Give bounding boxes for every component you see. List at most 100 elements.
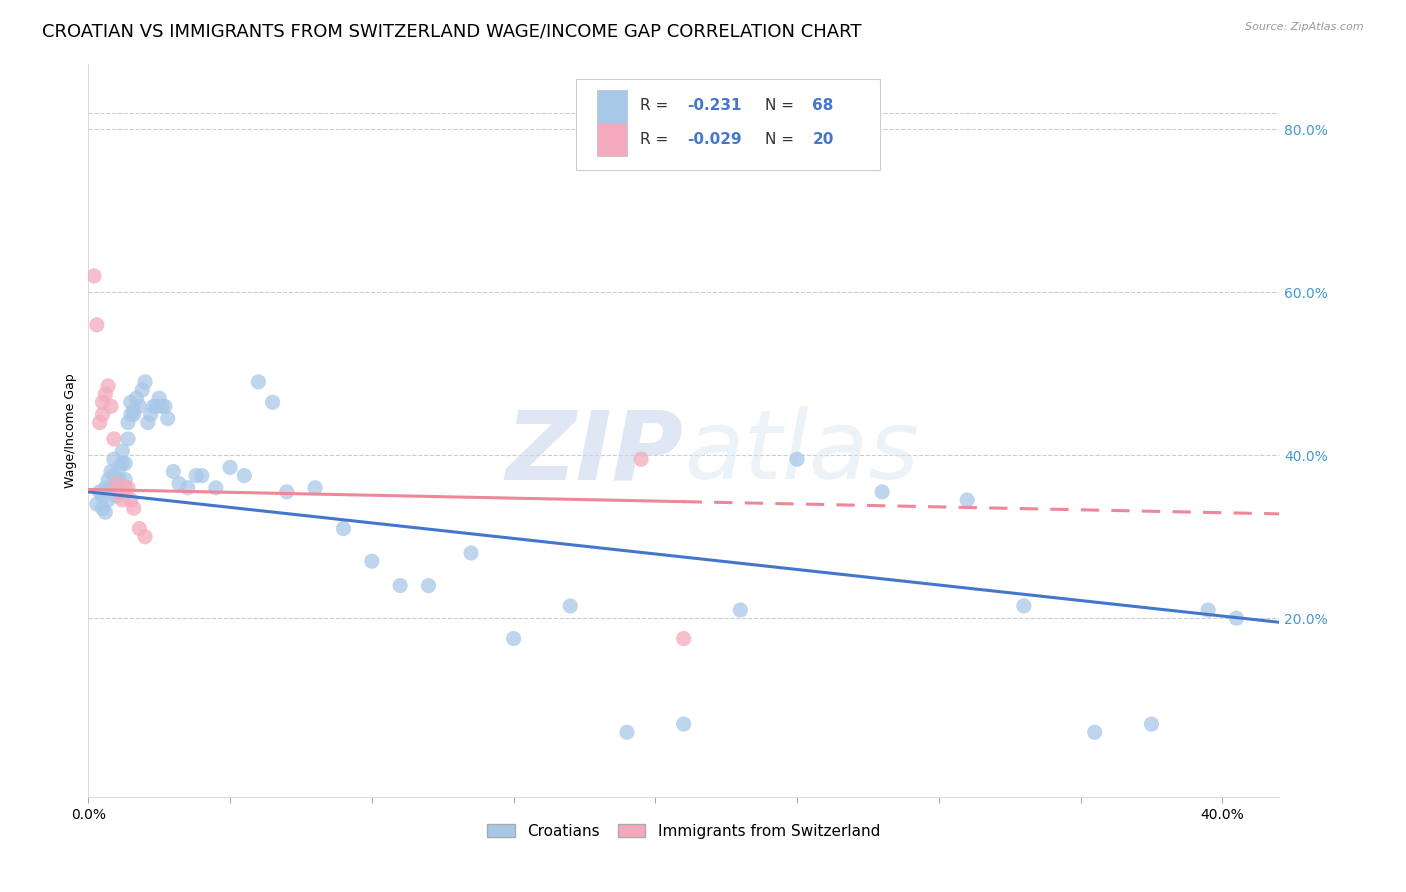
- Point: [142, 400, 165, 414]
- Point: [134, 530, 156, 544]
- Point: [94, 481, 117, 495]
- Point: [91, 489, 114, 503]
- Point: [100, 400, 122, 414]
- Point: [125, 391, 148, 405]
- Point: [247, 375, 270, 389]
- Text: -0.231: -0.231: [688, 98, 742, 113]
- Point: [262, 395, 284, 409]
- Point: [100, 465, 122, 479]
- Point: [560, 599, 582, 613]
- Text: R =: R =: [640, 98, 668, 113]
- Point: [616, 725, 638, 739]
- Text: Source: ZipAtlas.com: Source: ZipAtlas.com: [1246, 22, 1364, 32]
- Point: [304, 481, 326, 495]
- Point: [91, 501, 114, 516]
- Point: [117, 432, 139, 446]
- Point: [97, 473, 120, 487]
- Point: [139, 408, 162, 422]
- Point: [105, 473, 128, 487]
- Point: [150, 400, 173, 414]
- Text: 68: 68: [813, 98, 834, 113]
- Point: [219, 460, 242, 475]
- Point: [672, 632, 695, 646]
- Text: atlas: atlas: [683, 406, 918, 500]
- Point: [89, 416, 111, 430]
- Point: [332, 522, 354, 536]
- Point: [389, 578, 412, 592]
- Point: [460, 546, 482, 560]
- Text: -0.029: -0.029: [688, 132, 742, 147]
- Point: [120, 408, 142, 422]
- Point: [83, 268, 105, 283]
- Point: [190, 468, 212, 483]
- Point: [134, 375, 156, 389]
- Point: [131, 383, 153, 397]
- Point: [122, 403, 145, 417]
- Point: [103, 452, 125, 467]
- FancyBboxPatch shape: [576, 78, 880, 170]
- Point: [91, 408, 114, 422]
- Point: [117, 481, 139, 495]
- Text: CROATIAN VS IMMIGRANTS FROM SWITZERLAND WAGE/INCOME GAP CORRELATION CHART: CROATIAN VS IMMIGRANTS FROM SWITZERLAND …: [42, 22, 862, 40]
- Point: [89, 484, 111, 499]
- Point: [233, 468, 256, 483]
- Point: [1084, 725, 1107, 739]
- Point: [105, 476, 128, 491]
- Point: [120, 493, 142, 508]
- Point: [128, 400, 150, 414]
- FancyBboxPatch shape: [596, 90, 627, 123]
- Point: [786, 452, 808, 467]
- Point: [117, 416, 139, 430]
- Point: [97, 493, 120, 508]
- Point: [86, 318, 108, 332]
- Point: [94, 387, 117, 401]
- Point: [630, 452, 652, 467]
- Point: [276, 484, 298, 499]
- Point: [128, 522, 150, 536]
- Y-axis label: Wage/Income Gap: Wage/Income Gap: [65, 374, 77, 488]
- Point: [162, 465, 184, 479]
- Point: [122, 501, 145, 516]
- Point: [111, 493, 134, 508]
- Point: [167, 476, 190, 491]
- Point: [86, 497, 108, 511]
- Text: R =: R =: [640, 132, 668, 147]
- Point: [114, 456, 136, 470]
- Point: [103, 432, 125, 446]
- Point: [103, 468, 125, 483]
- Point: [136, 416, 159, 430]
- Point: [100, 481, 122, 495]
- Point: [97, 379, 120, 393]
- Point: [153, 400, 176, 414]
- Point: [114, 481, 136, 495]
- Text: ZIP: ZIP: [506, 406, 683, 500]
- Point: [1012, 599, 1035, 613]
- Point: [1197, 603, 1219, 617]
- Point: [108, 473, 131, 487]
- Point: [1225, 611, 1247, 625]
- Text: N =: N =: [765, 132, 793, 147]
- Point: [956, 493, 979, 508]
- Point: [105, 489, 128, 503]
- Point: [418, 578, 440, 592]
- Point: [184, 468, 207, 483]
- Point: [360, 554, 382, 568]
- Point: [148, 391, 170, 405]
- Point: [108, 460, 131, 475]
- Point: [672, 717, 695, 731]
- Point: [205, 481, 228, 495]
- Point: [108, 484, 131, 499]
- Point: [94, 505, 117, 519]
- Point: [91, 395, 114, 409]
- Point: [730, 603, 752, 617]
- Point: [111, 456, 134, 470]
- Point: [122, 408, 145, 422]
- Point: [1140, 717, 1163, 731]
- Legend: Croatians, Immigrants from Switzerland: Croatians, Immigrants from Switzerland: [481, 818, 886, 845]
- Point: [502, 632, 524, 646]
- Point: [145, 400, 167, 414]
- FancyBboxPatch shape: [596, 123, 627, 156]
- Point: [870, 484, 893, 499]
- Point: [111, 444, 134, 458]
- Point: [156, 411, 179, 425]
